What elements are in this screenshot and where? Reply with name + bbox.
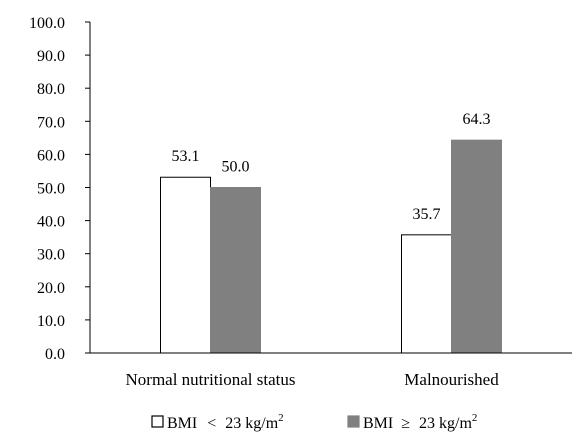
bar-data-label: 35.7	[413, 206, 441, 223]
y-tick-label: 90.0	[37, 48, 65, 65]
x-category-label: Malnourished	[404, 370, 499, 389]
data-labels: 53.1 50.0 35.7 64.3	[172, 111, 491, 223]
bar-data-label: 50.0	[222, 159, 250, 176]
bar	[210, 187, 261, 354]
legend-swatch	[151, 415, 164, 428]
bar	[401, 234, 452, 354]
y-tick-label: 40.0	[37, 214, 65, 231]
y-tick-label: 100.0	[29, 15, 65, 32]
legend-label: BMI ≥23 kg/m2	[363, 412, 477, 432]
bar	[160, 176, 211, 354]
legend-label: BMI <23 kg/m2	[167, 412, 284, 432]
y-tick-label: 50.0	[37, 181, 65, 198]
y-tick-label: 80.0	[37, 81, 65, 98]
y-tick-label: 60.0	[37, 147, 65, 164]
x-category-label: Normal nutritional status	[126, 370, 296, 389]
bars	[160, 139, 502, 354]
legend: BMI <23 kg/m2 BMI ≥23 kg/m2	[151, 412, 477, 432]
bar-data-label: 64.3	[463, 111, 491, 128]
x-axis-labels: Normal nutritional status Malnourished	[126, 370, 500, 389]
bar	[451, 139, 502, 354]
legend-swatch	[347, 415, 360, 428]
y-tick-label: 20.0	[37, 280, 65, 297]
bar-data-label: 53.1	[172, 148, 200, 165]
y-tick-label: 70.0	[37, 114, 65, 131]
y-tick-label: 0.0	[45, 346, 65, 363]
y-tick-label: 10.0	[37, 313, 65, 330]
y-axis-ticks: 0.0 10.0 20.0 30.0 40.0 50.0 60.0 70.0 80.0 90.0 1…	[29, 15, 90, 363]
y-tick-label: 30.0	[37, 247, 65, 264]
